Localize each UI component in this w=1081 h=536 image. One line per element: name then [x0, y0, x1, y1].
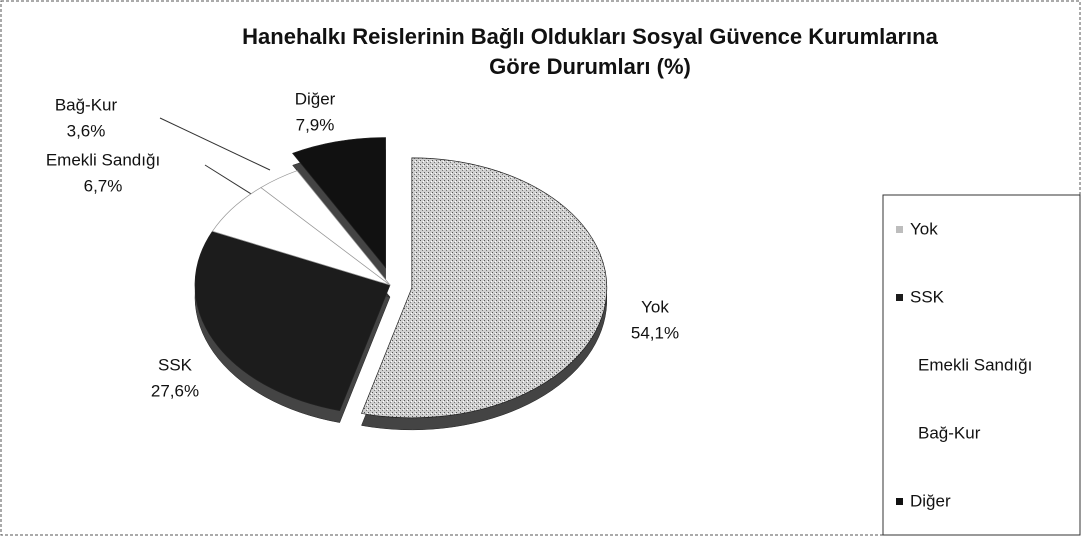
legend-label: Bağ-Kur	[918, 423, 981, 442]
slice	[260, 170, 391, 286]
legend-label: Yok	[910, 219, 938, 238]
legend-box	[882, 194, 1081, 536]
value-label: 54,1%	[631, 323, 679, 342]
slice	[361, 157, 608, 419]
legend-label: Diğer	[910, 491, 951, 510]
slice-label: Yok	[641, 297, 669, 316]
legend-marker	[896, 362, 903, 369]
slice-label: Diğer	[295, 89, 336, 108]
legend-marker	[896, 430, 903, 437]
legend-marker	[896, 226, 903, 233]
slice	[194, 230, 391, 411]
value-label: 27,6%	[151, 381, 199, 400]
value-label: 6,7%	[84, 176, 123, 195]
slice	[292, 137, 386, 269]
legend-label: SSK	[910, 287, 945, 306]
value-label: 3,6%	[67, 121, 106, 140]
value-label: 7,9%	[296, 115, 335, 134]
slice-label: Emekli Sandığı	[46, 150, 160, 169]
legend-label: Emekli Sandığı	[918, 355, 1032, 374]
leader-line	[159, 117, 271, 171]
slice-label: Bağ-Kur	[55, 95, 118, 114]
legend-marker	[896, 294, 903, 301]
legend-marker	[896, 498, 903, 505]
slice-label: SSK	[158, 355, 193, 374]
chart-title: Hanehalkı Reislerinin Bağlı Oldukları So…	[242, 24, 938, 79]
